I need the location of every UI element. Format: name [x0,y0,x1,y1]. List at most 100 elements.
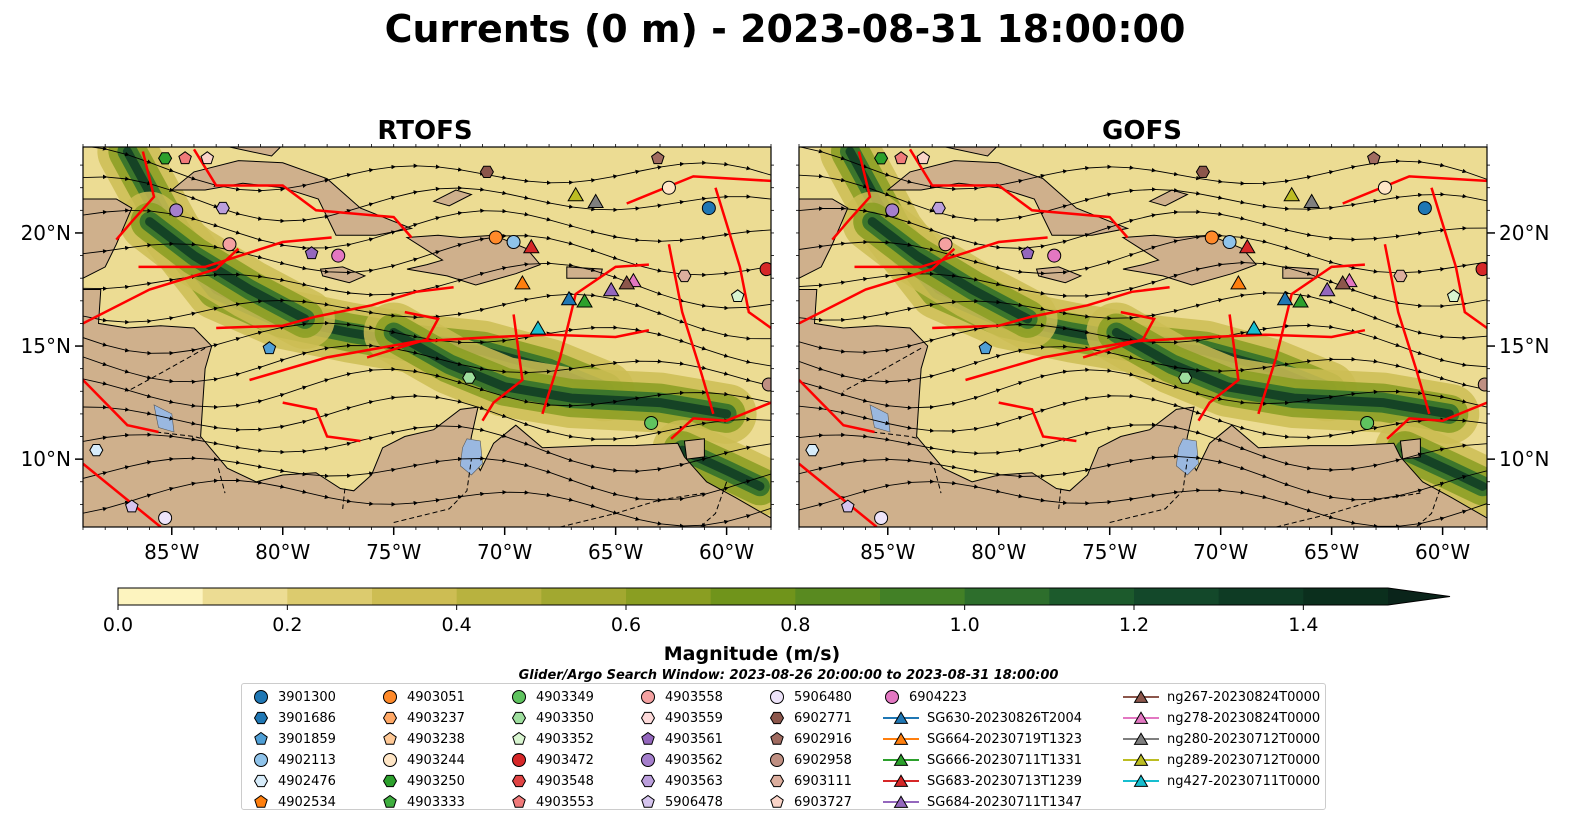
float-marker-4903562 [885,203,900,218]
colorbar-tick-label: 1.0 [950,614,980,636]
colorbar-bin [964,588,1050,605]
legend-item: 4903352 [510,729,594,749]
legend-label: SG684-20230711T1347 [927,794,1083,810]
legend-marker [641,794,655,808]
colorbar-bin [626,588,712,605]
legend-marker-icon [641,731,655,745]
legend-label: 6902771 [794,710,852,726]
legend-marker [770,794,784,808]
y-tick-label: 10°N [1499,447,1549,471]
legend-marker [1133,753,1149,766]
legend-marker [770,753,784,767]
colorbar-bin [118,588,204,605]
legend-marker-icon [512,753,526,767]
eez-boundary [1342,175,1487,205]
legend-label: ng267-20230824T0000 [1167,689,1321,705]
legend-marker [383,690,397,704]
eez-boundary [366,310,441,359]
legend-item: SG664-20230719T1323 [883,729,1082,749]
colorbar-bin [795,588,881,605]
legend-item: 4903558 [639,687,723,707]
glider-marker-SG683-20230713T1239 [522,238,540,254]
glider-marker-SG684-20230711T1347 [1318,281,1336,297]
x-tick-label: 65°W [1304,540,1359,564]
glider-marker-SG664-20230719T1323 [514,275,531,290]
float-marker-4903553 [178,151,192,165]
legend-label: SG664-20230719T1323 [927,731,1083,747]
float-marker-5906478 [841,499,855,513]
legend-marker-icon [511,711,527,725]
eez-boundary [1386,401,1487,440]
eez-boundary [282,401,361,443]
eez-boundary [1257,263,1365,415]
eez-boundary [831,151,872,241]
glider-marker-SG683-20230713T1239 [1238,238,1256,254]
legend-marker-icon [254,794,268,808]
legend-item: 6903111 [768,771,852,791]
eez-boundary [799,247,956,325]
eez-boundary [1383,244,1431,415]
float-marker-4903244 [661,180,676,195]
legend-marker [1133,732,1149,745]
legend-label: ng278-20230824T0000 [1167,710,1321,726]
x-tick-label: 70°W [477,540,532,564]
legend-marker [770,731,784,745]
legend-marker-icon [640,711,656,725]
x-tick-label: 80°W [971,540,1026,564]
legend-item: 3901686 [252,708,336,728]
legend-marker [640,774,656,788]
legend-marker-icon [512,794,526,808]
legend-item: 5906478 [639,792,723,812]
glider-marker-ng427-20230711T0000 [1245,320,1263,335]
glider-marker-ng289-20230712T0000 [567,186,585,202]
legend-item: 4903237 [381,708,465,728]
legend-marker [1133,690,1149,703]
float-marker-6902958 [1477,377,1487,392]
float-marker-6903727 [200,151,215,165]
y-tick-label: 10°N [21,447,71,471]
legend-marker-icon [769,774,785,788]
colorbar-bin [287,588,373,605]
x-tick-label: 75°W [366,540,421,564]
float-marker-4903562 [169,203,184,218]
legend-item: 3901300 [252,687,336,707]
legend-item: 4903472 [510,750,594,770]
legend-item: 4902113 [252,750,336,770]
legend-marker-icon [641,794,655,808]
legend-marker [511,774,527,788]
legend-marker-icon [512,731,526,745]
legend-item: 4903548 [510,771,594,791]
colorbar-tick-label: 0.0 [103,614,133,636]
legend-marker [769,711,785,725]
legend-label: 5906478 [665,794,723,810]
legend-item: ng278-20230824T0000 [1123,708,1320,728]
legend-marker [1133,774,1149,787]
legend-item: 4903333 [381,792,465,812]
legend-marker-icon [770,753,784,767]
float-marker-6902771 [1195,165,1210,178]
eez-boundary [192,148,413,239]
float-marker-4903558 [938,237,953,252]
legend-marker [893,795,909,808]
legend-label: 4903352 [536,731,594,747]
colorbar-tick-label: 0.8 [780,614,810,636]
y-tick-label: 15°N [21,334,71,358]
x-tick-label: 85°W [860,540,915,564]
legend-marker-icon [640,774,656,788]
float-marker-4903244 [1377,180,1392,195]
colorbar-bin [1218,588,1304,605]
glider-marker-SG664-20230719T1323 [1230,275,1247,290]
colorbar-extend-arrow [1388,588,1450,605]
legend-marker [770,690,784,704]
float-marker-4903349 [1360,415,1375,430]
y-tick-label: 15°N [1499,334,1549,358]
colorbar-tick-label: 1.4 [1288,614,1318,636]
eez-boundary [670,401,771,440]
legend-marker-icon [253,774,269,788]
eez-boundary [908,148,1129,239]
legend-marker-icon [641,753,655,767]
glider-marker-SG684-20230711T1347 [602,281,620,297]
float-marker-6904223 [331,248,346,263]
legend-marker [254,690,268,704]
legend-marker [512,690,526,704]
